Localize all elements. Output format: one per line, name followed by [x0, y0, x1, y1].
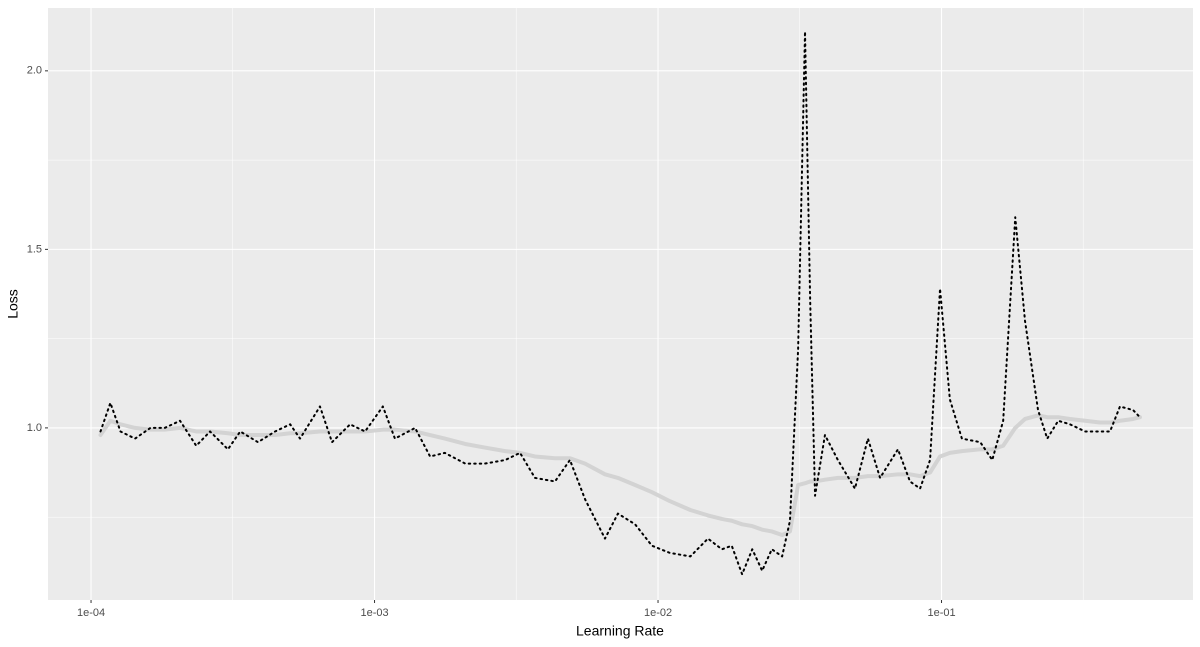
x-tick-label: 1e-03 [360, 607, 388, 619]
panel [48, 8, 1193, 600]
y-axis-title: Loss [5, 289, 21, 319]
y-tick-label: 2.0 [27, 65, 42, 77]
loss-line [98, 413, 1142, 538]
x-axis-title: Learning Rate [576, 623, 664, 639]
loss-line [99, 30, 1141, 576]
x-tick-label: 1e-01 [927, 607, 955, 619]
x-tick-label: 1e-02 [644, 607, 672, 619]
x-tick-label: 1e-04 [77, 607, 105, 619]
y-tick-label: 1.0 [27, 422, 42, 434]
y-tick-label: 1.5 [27, 243, 42, 255]
